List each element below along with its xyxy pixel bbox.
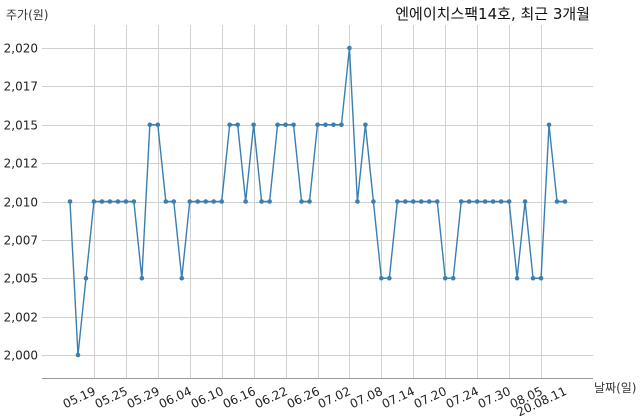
x-tick-label: 07.08 bbox=[348, 384, 385, 411]
y-tick-label: 2,015 bbox=[4, 119, 38, 133]
price-point bbox=[331, 122, 336, 128]
x-tick-label: 05.29 bbox=[125, 384, 162, 411]
price-point bbox=[99, 199, 105, 204]
y-tick-label: 2,007 bbox=[4, 234, 38, 248]
price-point bbox=[490, 199, 496, 204]
price-point bbox=[395, 199, 400, 204]
price-point bbox=[275, 122, 280, 128]
x-tick-label: 07.30 bbox=[476, 384, 513, 411]
price-point bbox=[387, 275, 392, 281]
y-tick-label: 2,005 bbox=[4, 272, 38, 286]
price-point bbox=[283, 122, 288, 128]
price-point bbox=[538, 275, 544, 281]
price-line bbox=[69, 47, 565, 356]
x-tick-label: 07.14 bbox=[380, 384, 417, 411]
price-point bbox=[418, 199, 424, 204]
x-tick-label: 07.20 bbox=[412, 384, 449, 411]
x-tick-label: 07.02 bbox=[316, 384, 353, 411]
price-point bbox=[434, 199, 440, 204]
price-point bbox=[195, 199, 201, 204]
y-tick-label: 2,020 bbox=[4, 42, 38, 56]
price-point bbox=[498, 199, 504, 204]
price-point bbox=[482, 199, 488, 204]
price-point bbox=[315, 122, 320, 128]
price-point bbox=[267, 199, 272, 204]
y-tick-label: 2,002 bbox=[4, 311, 38, 325]
price-point bbox=[259, 199, 264, 204]
price-point bbox=[474, 199, 480, 204]
price-point bbox=[411, 199, 416, 204]
y-tick-labels: 2,000 2,002 2,005 2,007 2,010 2,012 2,015 2,017… bbox=[4, 42, 38, 363]
price-point bbox=[67, 199, 73, 204]
price-point bbox=[363, 122, 368, 128]
x-tick-label: 06.10 bbox=[189, 384, 226, 411]
price-point bbox=[163, 199, 169, 204]
price-point bbox=[371, 199, 376, 204]
price-point bbox=[211, 199, 217, 204]
price-point bbox=[115, 199, 121, 204]
price-point bbox=[203, 199, 209, 204]
x-tick-label: 07.24 bbox=[444, 384, 481, 411]
price-point bbox=[562, 199, 568, 204]
y-tick-label: 2,017 bbox=[4, 80, 38, 94]
price-point bbox=[243, 199, 248, 204]
price-point bbox=[179, 275, 185, 281]
price-point bbox=[291, 122, 296, 128]
price-series bbox=[67, 45, 568, 358]
price-point bbox=[299, 199, 304, 204]
price-point bbox=[155, 122, 161, 128]
price-point bbox=[123, 199, 129, 204]
price-point bbox=[339, 122, 344, 128]
price-point bbox=[554, 199, 560, 204]
y-tick-label: 2,000 bbox=[4, 349, 38, 363]
price-point bbox=[131, 199, 137, 204]
price-point bbox=[530, 275, 536, 281]
price-point bbox=[187, 199, 193, 204]
price-point bbox=[323, 122, 328, 128]
price-point bbox=[347, 45, 352, 51]
price-point bbox=[171, 199, 177, 204]
price-point bbox=[426, 199, 432, 204]
price-point bbox=[83, 275, 89, 281]
price-point bbox=[458, 199, 464, 204]
price-point bbox=[442, 275, 448, 281]
x-tick-label: 05.19 bbox=[61, 384, 98, 411]
x-axis-title: 날짜(일) bbox=[594, 381, 636, 395]
price-point bbox=[139, 275, 145, 281]
x-tick-label: 05.25 bbox=[93, 384, 130, 411]
y-tick-label: 2,012 bbox=[4, 157, 38, 171]
x-tick-label: 06.16 bbox=[221, 384, 258, 411]
price-point bbox=[522, 199, 528, 204]
price-point bbox=[251, 122, 256, 128]
price-point bbox=[355, 199, 360, 204]
price-point bbox=[235, 122, 240, 128]
chart-title: 엔에이치스팩14호, 최근 3개월 bbox=[395, 5, 590, 23]
price-point bbox=[227, 122, 232, 128]
price-point bbox=[107, 199, 113, 204]
price-point bbox=[147, 122, 153, 128]
x-tick-label: 06.22 bbox=[253, 384, 290, 411]
x-tick-label: 06.04 bbox=[157, 384, 194, 411]
price-point bbox=[91, 199, 97, 204]
price-point bbox=[75, 352, 81, 358]
price-point bbox=[379, 275, 384, 281]
y-axis-title: 주가(원) bbox=[6, 8, 48, 22]
price-point bbox=[514, 275, 520, 281]
price-point bbox=[506, 199, 512, 204]
price-point bbox=[219, 199, 224, 204]
price-point bbox=[546, 122, 552, 128]
price-point bbox=[307, 199, 312, 204]
price-point bbox=[403, 199, 408, 204]
price-point bbox=[450, 275, 456, 281]
price-point bbox=[466, 199, 472, 204]
y-tick-label: 2,010 bbox=[4, 196, 38, 210]
x-tick-labels: 05.1905.2505.2906.0406.1006.1606.2206.26… bbox=[61, 384, 569, 419]
